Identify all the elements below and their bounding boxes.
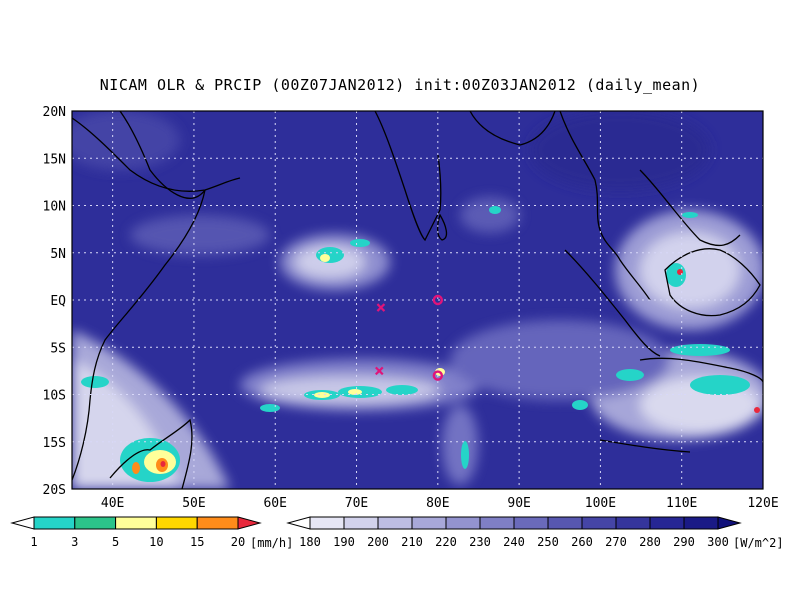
colorbar-label: 15 <box>190 535 204 549</box>
lon-label: 70E <box>345 496 368 511</box>
lon-label: 120E <box>747 496 778 511</box>
colorbar-swatch <box>615 516 651 530</box>
colorbar-swatch <box>649 516 685 530</box>
colorbar-label: 240 <box>503 535 525 549</box>
lat-label: 10N <box>43 200 66 215</box>
lon-label: 60E <box>263 496 286 511</box>
colorbar-end-low <box>10 516 35 530</box>
lat-label: EQ <box>50 294 66 309</box>
storm-marker-o <box>432 370 444 381</box>
lon-label: 80E <box>426 496 449 511</box>
lat-label: 5N <box>50 247 66 262</box>
colorbar-swatch <box>115 516 157 530</box>
colorbar-label: 220 <box>435 535 457 549</box>
colorbar-swatch <box>547 516 583 530</box>
colorbar-swatch <box>343 516 379 530</box>
map-frame <box>71 110 764 490</box>
latitude-labels: 20N 15N 10N 5N EQ 5S 10S 15S 20S <box>43 105 67 498</box>
lat-label: 20N <box>43 105 66 120</box>
storm-marker-o <box>432 294 444 306</box>
colorbar-end-high <box>717 516 742 530</box>
colorbar-label: 210 <box>401 535 423 549</box>
colorbar-label: 20 <box>231 535 245 549</box>
colorbar-label: 270 <box>605 535 627 549</box>
colorbar-end-high <box>237 516 262 530</box>
colorbar-swatch <box>581 516 617 530</box>
colorbar-label: 300 <box>707 535 729 549</box>
colorbar-end-low <box>286 516 311 530</box>
colorbar-label: 1 <box>30 535 37 549</box>
colorbar-swatch <box>196 516 239 530</box>
colorbar-label: 260 <box>571 535 593 549</box>
colorbar-label: 10 <box>149 535 163 549</box>
colorbar-swatch <box>683 516 719 530</box>
colorbar-swatch <box>411 516 447 530</box>
colorbar-label: 190 <box>333 535 355 549</box>
map-title: NICAM OLR & PRCIP (00Z07JAN2012) init:00… <box>99 76 701 94</box>
storm-markers <box>375 294 444 381</box>
lat-label: 10S <box>43 389 66 404</box>
longitude-labels: 40E 50E 60E 70E 80E 90E 100E 110E 120E <box>101 496 779 511</box>
colorbar-swatch <box>33 516 76 530</box>
lon-label: 100E <box>585 496 616 511</box>
colorbar-swatch <box>155 516 198 530</box>
lon-label: 50E <box>182 496 205 511</box>
precip-field <box>81 206 760 482</box>
lon-label: 110E <box>666 496 697 511</box>
colorbar-swatch <box>377 516 413 530</box>
olr-unit: [W/m^2] <box>733 536 784 550</box>
colorbar-label: 3 <box>71 535 78 549</box>
colorbar-label: 200 <box>367 535 389 549</box>
storm-marker-x <box>376 303 386 312</box>
grid <box>72 111 763 489</box>
colorbar-swatch <box>309 516 345 530</box>
lat-label: 15S <box>43 436 66 451</box>
colorbar-swatch <box>74 516 117 530</box>
colorbar-label: 5 <box>112 535 119 549</box>
precip-colorbar: 1 3 5 10 15 20 <box>10 516 262 549</box>
lon-label: 40E <box>101 496 124 511</box>
olr-colorbar: 180 190 200 210 220 230 240 250 260 270 280 290 300 <box>286 516 742 549</box>
colorbar-label: 230 <box>469 535 491 549</box>
colorbar-label: 290 <box>673 535 695 549</box>
lat-label: 20S <box>43 483 66 498</box>
colorbar-swatch <box>513 516 549 530</box>
lat-label: 15N <box>43 152 66 167</box>
storm-marker-x <box>375 366 384 376</box>
colorbar-label: 280 <box>639 535 661 549</box>
colorbar-label: 250 <box>537 535 559 549</box>
precip-unit: [mm/h] <box>250 536 293 550</box>
colorbar-label: 180 <box>299 535 321 549</box>
colorbar-swatch <box>445 516 481 530</box>
lat-label: 5S <box>50 341 66 356</box>
colorbar-swatch <box>479 516 515 530</box>
lon-label: 90E <box>507 496 530 511</box>
